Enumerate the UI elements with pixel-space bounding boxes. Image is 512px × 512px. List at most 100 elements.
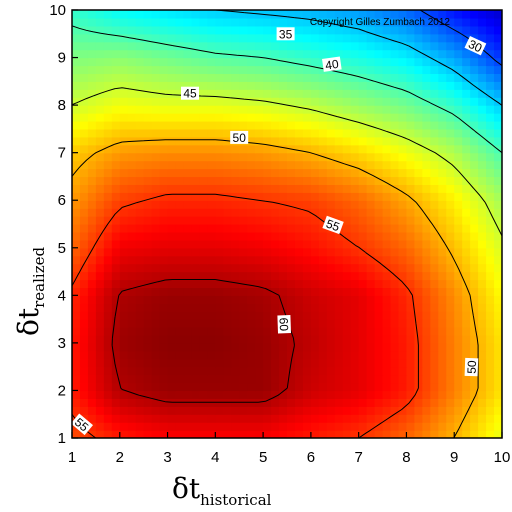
heat-cell: [231, 200, 240, 209]
heat-cell: [390, 120, 400, 130]
heat-cell: [87, 184, 97, 193]
heat-cell: [151, 390, 161, 399]
heat-cell: [350, 263, 360, 273]
heat-cell: [366, 374, 376, 384]
heat-cell: [95, 224, 105, 233]
heat-cell: [239, 216, 248, 225]
heat-cell: [255, 231, 264, 241]
heat-cell: [294, 160, 304, 170]
heat-cell: [302, 334, 312, 344]
heat-cell: [215, 57, 224, 67]
heat-cell: [342, 224, 352, 233]
heat-cell: [127, 231, 137, 241]
heat-cell: [414, 319, 423, 328]
heat-cell: [159, 120, 169, 130]
heat-cell: [414, 57, 423, 67]
heat-cell: [358, 231, 368, 241]
heat-cell: [470, 422, 479, 431]
heat-cell: [294, 113, 304, 122]
heat-cell: [151, 327, 161, 336]
heat-cell: [350, 57, 360, 67]
heat-cell: [87, 105, 97, 114]
heat-cell: [175, 406, 185, 415]
heat-cell: [95, 57, 105, 67]
heat-cell: [95, 311, 105, 320]
heat-cell: [366, 152, 376, 162]
heat-cell: [350, 374, 360, 384]
heat-cell: [366, 247, 376, 257]
heat-cell: [79, 33, 89, 43]
heat-cell: [135, 216, 145, 225]
heat-cell: [175, 128, 185, 138]
heat-cell: [135, 160, 145, 170]
heat-cell: [374, 49, 384, 59]
heat-cell: [223, 279, 232, 289]
heat-cell: [446, 65, 455, 75]
heat-cell: [207, 382, 216, 392]
heat-cell: [215, 216, 224, 225]
heat-cell: [358, 398, 368, 407]
heat-cell: [318, 41, 328, 51]
heat-cell: [326, 311, 336, 320]
heat-cell: [326, 41, 336, 51]
heat-cell: [294, 414, 304, 423]
heat-cell: [398, 406, 408, 415]
heat-cell: [95, 208, 105, 217]
heat-cell: [374, 57, 384, 67]
heat-cell: [247, 231, 256, 241]
y-tick-label: 3: [58, 335, 66, 352]
heat-cell: [271, 176, 280, 185]
heat-cell: [183, 105, 193, 114]
heat-cell: [255, 239, 264, 249]
heat-cell: [119, 231, 129, 241]
heat-cell: [239, 414, 248, 423]
heat-cell: [159, 57, 169, 67]
heat-cell: [454, 239, 463, 249]
heat-cell: [159, 239, 169, 249]
heat-cell: [151, 113, 161, 122]
heat-cell: [255, 366, 264, 376]
heat-cell: [302, 152, 312, 162]
heat-cell: [294, 176, 304, 185]
heat-cell: [438, 382, 447, 392]
heat-cell: [342, 382, 352, 392]
heat-cell: [438, 136, 447, 146]
heat-cell: [111, 303, 121, 312]
heat-cell: [454, 231, 463, 241]
heat-cell: [430, 279, 439, 289]
heat-cell: [326, 128, 336, 138]
heat-cell: [79, 57, 89, 67]
contour-label-bg: [464, 35, 487, 56]
heat-cell: [239, 255, 248, 265]
heat-cell: [143, 216, 153, 225]
heat-cell: [342, 192, 352, 201]
heat-cell: [231, 382, 240, 392]
heat-cell: [302, 89, 312, 98]
heat-cell: [390, 105, 400, 114]
heat-cell: [175, 358, 185, 368]
heat-cell: [207, 342, 216, 352]
heat-cell: [255, 374, 264, 384]
svg-text:δthistorical: δthistorical: [172, 472, 272, 509]
heat-cell: [263, 247, 272, 257]
heat-cell: [72, 216, 81, 225]
heat-cell: [438, 366, 447, 376]
heat-cell: [255, 255, 264, 265]
heat-cell: [159, 358, 169, 368]
heat-cell: [263, 49, 272, 59]
heat-cell: [191, 49, 200, 59]
heat-cell: [159, 295, 169, 304]
heat-cell: [271, 239, 280, 249]
heat-cell: [135, 192, 145, 201]
heat-cell: [454, 303, 463, 312]
heat-cell: [478, 25, 487, 35]
heat-cell: [175, 208, 185, 217]
heat-cell: [374, 342, 384, 352]
heat-cell: [287, 152, 296, 162]
heat-cell: [302, 97, 312, 106]
heat-cell: [358, 136, 368, 146]
heat-cell: [478, 295, 487, 304]
heat-cell: [398, 374, 408, 384]
heat-cell: [127, 390, 137, 399]
heat-cell: [159, 247, 169, 257]
